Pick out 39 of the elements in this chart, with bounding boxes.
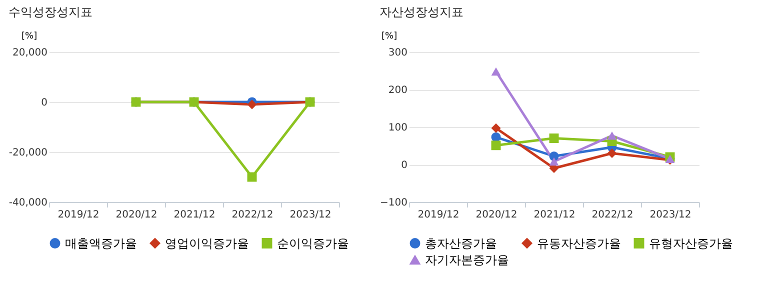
chart-title: 수익성장성지표 xyxy=(8,5,92,19)
legend-label: 자기자본증가율 xyxy=(425,253,509,267)
y-tick-label: -20,000 xyxy=(8,148,48,158)
x-tick-label: 2023/12 xyxy=(650,210,692,220)
point xyxy=(247,100,257,110)
x-tick-label: 2023/12 xyxy=(290,210,332,220)
x-tick-label: 2020/12 xyxy=(476,210,518,220)
x-tick-label: 2022/12 xyxy=(232,210,274,220)
point xyxy=(607,132,617,140)
point xyxy=(491,123,501,133)
legend-label: 유형자산증가율 xyxy=(649,236,733,250)
y-tick-label: 100 xyxy=(388,122,408,134)
y-axis-title: [%] xyxy=(22,32,38,42)
y-tick-label: 0 xyxy=(401,160,408,171)
point xyxy=(491,67,501,76)
legend-label: 매출액증가율 xyxy=(65,236,137,250)
point xyxy=(607,148,617,158)
y-tick-label: 0 xyxy=(41,98,48,108)
legend-label: 유동자산증가율 xyxy=(537,236,621,250)
point xyxy=(247,172,257,182)
x-tick-label: 2019/12 xyxy=(418,210,460,220)
legend-label: 총자산증가율 xyxy=(425,236,497,250)
y-tick-label: 300 xyxy=(388,48,408,58)
x-tick-label: 2019/12 xyxy=(58,210,100,220)
point xyxy=(549,157,559,166)
y-tick-label: −100 xyxy=(380,198,408,208)
chart-title: 자산성장성지표 xyxy=(380,5,464,19)
point xyxy=(491,140,501,150)
x-tick-label: 2021/12 xyxy=(174,210,216,220)
point xyxy=(549,134,559,143)
x-tick-label: 2021/12 xyxy=(534,210,576,220)
x-tick-label: 2020/12 xyxy=(116,210,158,220)
y-tick-label: 200 xyxy=(388,85,408,96)
legend-label: 영업이익증가율 xyxy=(165,236,249,250)
y-tick-label: 20,000 xyxy=(12,48,48,58)
y-axis-title: [%] xyxy=(382,32,398,42)
x-tick-label: 2022/12 xyxy=(592,210,634,220)
legend-label: 순이익증가율 xyxy=(277,236,349,250)
y-tick-label: -40,000 xyxy=(8,198,48,208)
